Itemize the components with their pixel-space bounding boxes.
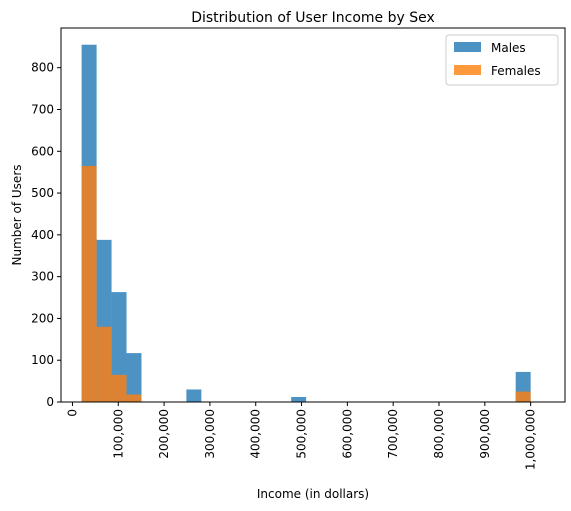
legend-label-males: Males xyxy=(491,41,526,55)
y-tick-label: 100 xyxy=(31,353,54,367)
x-tick-label: 600,000 xyxy=(340,409,354,459)
bar-males-7 xyxy=(186,389,202,402)
x-tick-label: 300,000 xyxy=(203,409,217,459)
x-axis-label: Income (in dollars) xyxy=(257,487,369,501)
bar-females-2 xyxy=(111,374,127,402)
x-tick-label: 1,000,000 xyxy=(524,409,538,470)
legend-swatch-females xyxy=(454,65,481,75)
x-tick-label: 0 xyxy=(65,409,79,417)
bar-females-29 xyxy=(515,391,531,402)
x-tick-label: 900,000 xyxy=(478,409,492,459)
bar-males-14 xyxy=(291,396,307,402)
x-axis: 0 100,000 200,000 300,000 400,000 500,000 600,… xyxy=(65,402,538,470)
bar-males-2 xyxy=(111,292,127,402)
y-tick-label: 0 xyxy=(46,395,54,409)
x-tick-label: 500,000 xyxy=(295,409,309,459)
bar-males-3 xyxy=(126,353,142,402)
legend: Males Females xyxy=(445,34,559,86)
y-tick-label: 700 xyxy=(31,102,54,116)
x-tick-label: 700,000 xyxy=(386,409,400,459)
y-tick-label: 500 xyxy=(31,186,54,200)
y-tick-label: 600 xyxy=(31,144,54,158)
x-tick-label: 200,000 xyxy=(157,409,171,459)
y-tick-label: 800 xyxy=(31,61,54,75)
x-tick-label: 100,000 xyxy=(111,409,125,459)
x-tick-label: 800,000 xyxy=(432,409,446,459)
bar-females-0 xyxy=(81,165,97,402)
chart-title: Distribution of User Income by Sex xyxy=(191,10,435,26)
y-axis-label: Number of Users xyxy=(10,164,24,265)
y-axis: 0 100 200 300 400 500 600 700 800 xyxy=(31,61,61,409)
legend-label-females: Females xyxy=(491,64,541,78)
y-tick-label: 400 xyxy=(31,228,54,242)
legend-swatch-males xyxy=(454,42,481,52)
y-tick-label: 300 xyxy=(31,270,54,284)
x-tick-label: 400,000 xyxy=(249,409,263,459)
y-tick-label: 200 xyxy=(31,311,54,325)
plot-frame xyxy=(60,27,566,403)
bars-layer xyxy=(81,44,531,402)
bar-females-1 xyxy=(96,326,112,402)
bar-females-3 xyxy=(126,394,142,402)
